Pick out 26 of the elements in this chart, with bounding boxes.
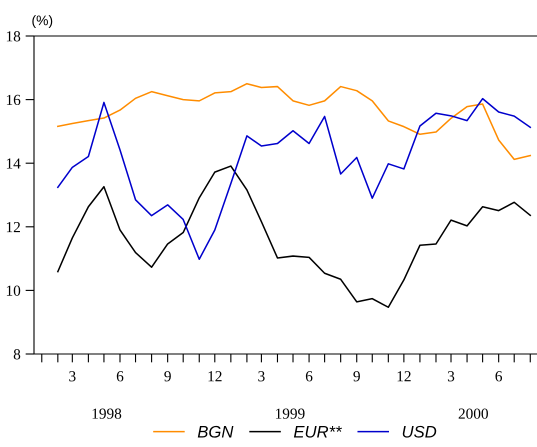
y-tick-label: 18: [6, 31, 20, 42]
x-tick-label: 3: [258, 371, 265, 382]
line-series: [57, 165, 532, 308]
y-tick-label: 16: [6, 94, 20, 106]
text: 1998: [92, 408, 122, 419]
legend-label: EUR**: [294, 426, 342, 438]
legend-label: USD: [402, 426, 436, 438]
x-tick-label: 9: [164, 371, 171, 382]
x-tick-label: 3: [69, 371, 76, 382]
line-series: [57, 82, 532, 160]
x-tick-label: 9: [353, 371, 360, 382]
y-tick-label: 14: [6, 158, 21, 168]
x-tick-label: 6: [306, 371, 312, 382]
y-tick-label: 10: [6, 286, 20, 296]
x-tick-label: 3: [448, 371, 454, 382]
text: 1999: [276, 408, 305, 419]
x-tick-label: 12: [398, 371, 411, 382]
y-tick-label: 12: [6, 222, 20, 232]
legend-label: BGN: [198, 426, 234, 438]
text: 2000: [458, 408, 488, 419]
y-tick-label: 8: [14, 349, 20, 360]
x-tick-label: 6: [116, 371, 124, 382]
x-tick-label: 6: [496, 371, 502, 382]
line-series: [57, 98, 532, 260]
x-tick-label: 12: [208, 371, 222, 382]
y-axis-title: (%): [32, 15, 52, 28]
